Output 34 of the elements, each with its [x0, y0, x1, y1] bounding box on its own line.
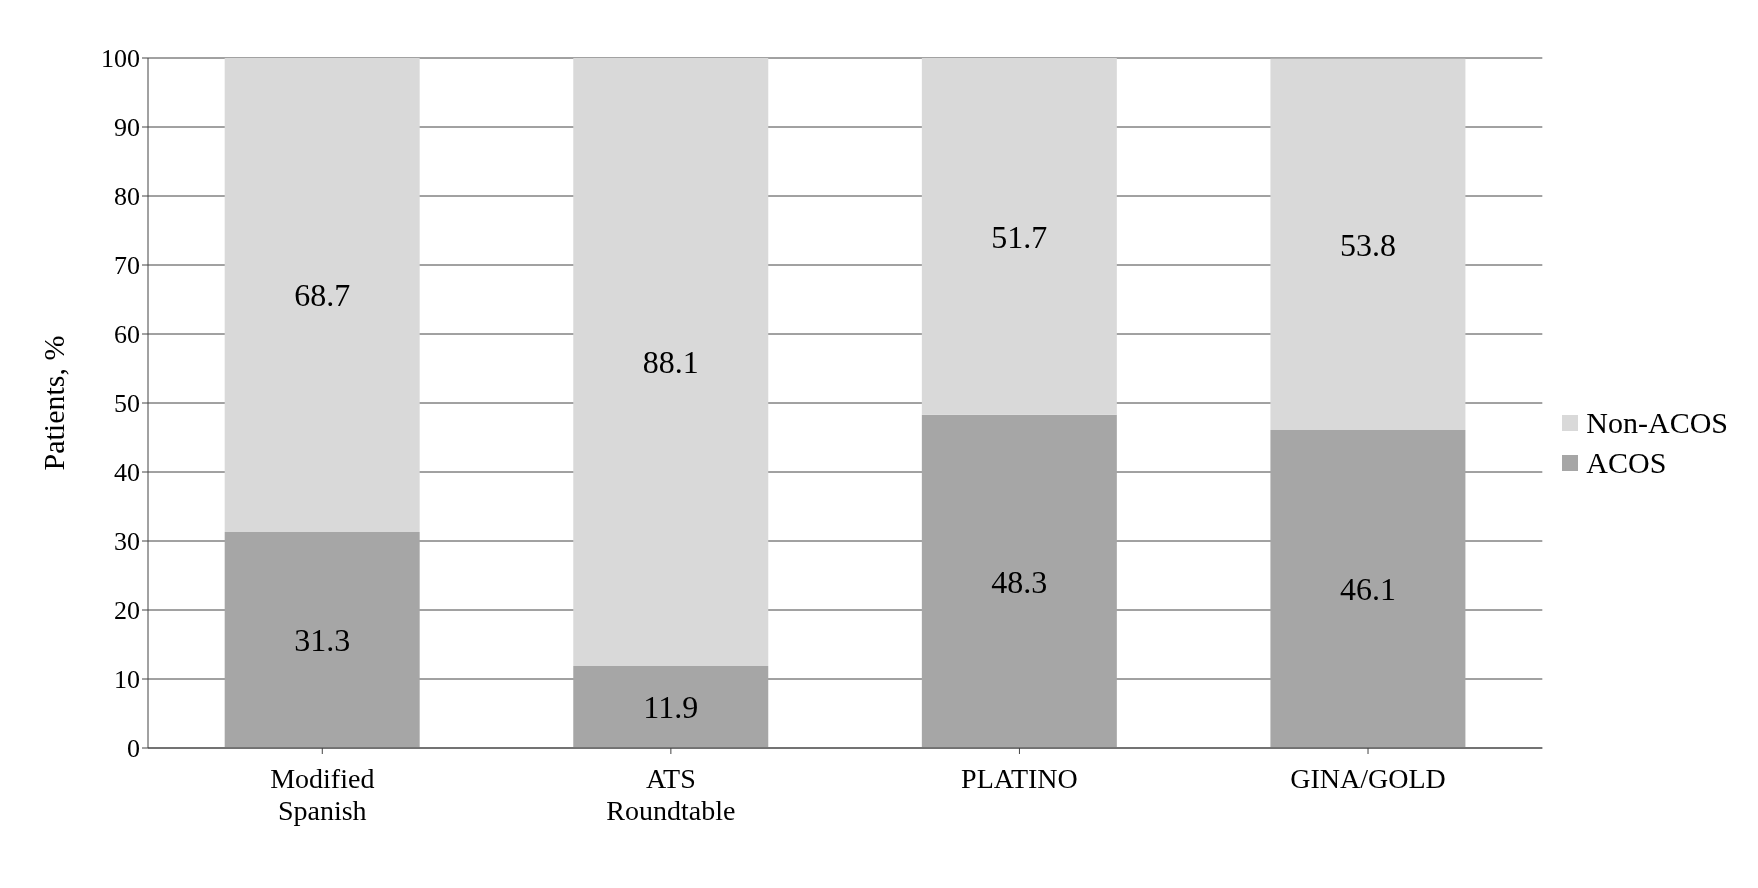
bar [573, 665, 769, 748]
bar [1270, 58, 1466, 430]
y-tick-label: 80 [114, 182, 140, 212]
bar [1270, 429, 1466, 748]
x-tick-label: Modified Spanish [270, 763, 375, 826]
x-tick-label: ATS Roundtable [606, 763, 736, 826]
bar [224, 532, 420, 748]
data-label: 46.1 [1339, 571, 1396, 608]
y-tick-label: 60 [114, 320, 140, 350]
y-tick-label: 40 [114, 458, 140, 488]
y-tick-label: 0 [127, 734, 140, 764]
data-label: 48.3 [991, 563, 1048, 600]
y-tick-label: 10 [114, 665, 140, 695]
x-tick-label: GINA/GOLD [1290, 763, 1446, 794]
bar [921, 58, 1117, 415]
x-tick-label: PLATINO [961, 763, 1078, 794]
data-label: 11.9 [643, 689, 699, 726]
data-label: 31.3 [294, 622, 351, 659]
bar [573, 58, 769, 666]
y-tick-label: 30 [114, 527, 140, 557]
bar [921, 414, 1117, 748]
data-label: 88.1 [642, 344, 699, 381]
bar [224, 58, 420, 533]
legend-label: Non-ACOS [1586, 406, 1728, 440]
y-tick-label: 50 [114, 389, 140, 419]
data-label: 51.7 [991, 218, 1048, 255]
y-tick-label: 100 [101, 44, 140, 74]
legend-label: ACOS [1586, 446, 1667, 480]
y-tick-label: 70 [114, 251, 140, 281]
data-label: 68.7 [294, 277, 351, 314]
data-label: 53.8 [1339, 226, 1396, 263]
y-axis-title: Patients, % [36, 335, 70, 471]
y-tick-label: 20 [114, 596, 140, 626]
y-tick-label: 90 [114, 113, 140, 143]
